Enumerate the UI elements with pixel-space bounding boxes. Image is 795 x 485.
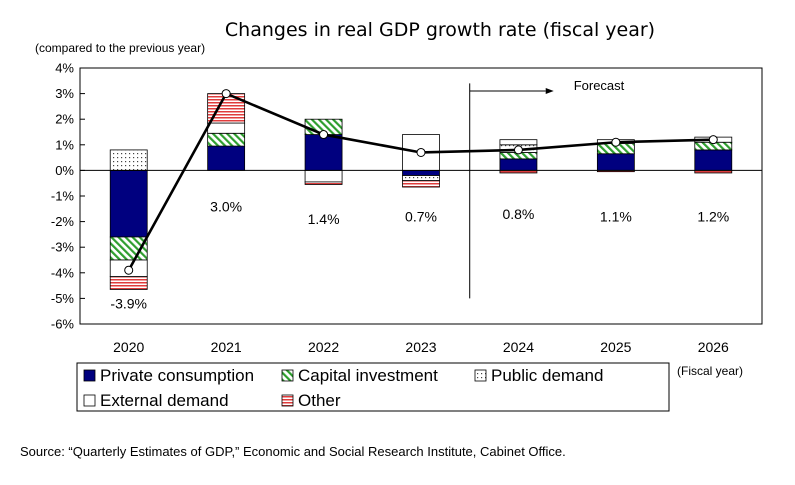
bar-public-demand-2020 xyxy=(109,149,148,171)
data-label-2020: -3.9% xyxy=(110,296,147,312)
source-note: Source: “Quarterly Estimates of GDP,” Ec… xyxy=(20,444,566,459)
bar-private-consumption-2022 xyxy=(304,134,343,171)
bar-external-demand-2022 xyxy=(304,169,343,183)
growth-point-2026 xyxy=(708,135,718,145)
growth-line xyxy=(124,89,718,275)
data-labels: -3.9% 3.0% 1.4% 0.7% 0.8% 1.1% 1.2% xyxy=(110,198,729,311)
y-tick-label: -4% xyxy=(51,265,75,280)
x-tick-label-2021: 2021 xyxy=(211,339,242,355)
x-tick-label-2022: 2022 xyxy=(308,339,339,355)
bar-private-consumption-2023 xyxy=(402,169,440,176)
x-tick-label-2026: 2026 xyxy=(698,339,729,355)
bar-other-2023 xyxy=(402,180,440,188)
bar-private-consumption-2025 xyxy=(596,153,635,171)
bar-public-demand-2023 xyxy=(402,175,440,182)
bar-external-demand-2021 xyxy=(207,122,246,134)
x-tick-label-2024: 2024 xyxy=(503,339,534,355)
growth-point-2024 xyxy=(513,145,523,155)
data-label-2026: 1.2% xyxy=(697,209,729,225)
bars-group xyxy=(109,93,733,290)
y-tick-label: -1% xyxy=(51,189,75,204)
y-tick-label: 0% xyxy=(55,163,74,178)
y-tick-label: -5% xyxy=(51,291,75,306)
y-tick-label: 4% xyxy=(55,61,74,76)
legend-swatch-capital-investment xyxy=(281,369,294,382)
y-tick-label: -6% xyxy=(51,317,75,332)
forecast-label: Forecast xyxy=(574,78,625,93)
x-tick-label-2025: 2025 xyxy=(600,339,631,355)
bar-private-consumption-2021 xyxy=(207,145,246,171)
x-axis-label: (Fiscal year) xyxy=(677,364,743,378)
x-axis-categories: 2020 2021 2022 2023 2024 2025 2026 xyxy=(113,339,729,355)
growth-point-2025 xyxy=(611,137,621,147)
y-tick-label: 2% xyxy=(55,112,74,127)
y-axis: 4% 3% 2% 1% 0% -1% -2% -3% -4% -5% -6% xyxy=(51,61,85,332)
data-label-2023: 0.7% xyxy=(405,209,437,225)
forecast-arrowhead xyxy=(545,88,554,95)
growth-point-2022 xyxy=(319,130,329,140)
data-label-2025: 1.1% xyxy=(600,209,632,225)
legend-box xyxy=(76,362,670,412)
chart-title: Changes in real GDP growth rate (fiscal … xyxy=(225,19,655,41)
y-tick-label: 1% xyxy=(55,137,74,152)
legend-label-public-demand: Public demand xyxy=(491,366,603,385)
y-tick-label: -3% xyxy=(51,240,75,255)
y-tick-label: -2% xyxy=(51,214,75,229)
legend-label-other: Other xyxy=(298,391,341,410)
legend: Private consumption Capital investment Pub… xyxy=(83,366,603,410)
growth-point-2020 xyxy=(124,265,134,275)
bar-other-2022 xyxy=(304,181,343,185)
plot-area xyxy=(79,67,763,325)
bar-external-demand-2024 xyxy=(499,139,538,146)
bar-capital-investment-2021 xyxy=(207,132,246,147)
growth-point-2023 xyxy=(416,147,426,157)
growth-point-2021 xyxy=(221,89,231,99)
y-tick-label: 3% xyxy=(55,86,74,101)
data-label-2021: 3.0% xyxy=(210,198,242,214)
legend-swatch-external-demand xyxy=(83,394,96,407)
bar-other-2020 xyxy=(109,276,148,290)
data-label-2022: 1.4% xyxy=(308,211,340,227)
legend-label-capital-investment: Capital investment xyxy=(298,366,438,385)
bar-private-consumption-2026 xyxy=(694,149,733,171)
bar-private-consumption-2024 xyxy=(499,158,538,171)
y-axis-label: (compared to the previous year) xyxy=(35,41,205,55)
x-tick-label-2023: 2023 xyxy=(405,339,436,355)
data-label-2024: 0.8% xyxy=(502,206,534,222)
legend-swatch-other xyxy=(281,394,294,407)
x-tick-label-2020: 2020 xyxy=(113,339,144,355)
legend-label-private-consumption: Private consumption xyxy=(100,366,254,385)
legend-label-external-demand: External demand xyxy=(100,391,229,410)
legend-swatch-public-demand xyxy=(474,369,487,382)
legend-swatch-private-consumption xyxy=(83,369,96,382)
bar-private-consumption-2020 xyxy=(109,169,148,238)
